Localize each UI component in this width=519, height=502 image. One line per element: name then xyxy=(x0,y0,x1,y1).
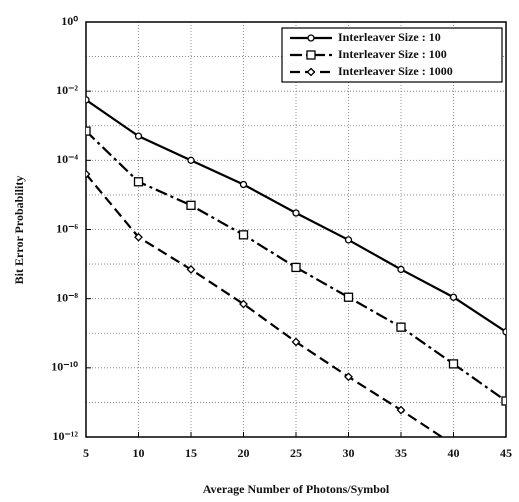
legend-label: Interleaver Size : 100 xyxy=(338,47,447,61)
y-tick-label: 10⁻⁸ xyxy=(56,290,78,304)
x-tick-label: 5 xyxy=(83,446,89,460)
y-axis-label: Bit Error Probability xyxy=(12,176,26,285)
marker xyxy=(343,292,354,302)
marker xyxy=(306,50,316,60)
marker xyxy=(238,230,249,240)
marker xyxy=(291,262,301,273)
marker xyxy=(501,396,506,406)
y-tick-label: 10⁻² xyxy=(56,83,78,97)
marker xyxy=(291,337,301,347)
x-axis-label: Average Number of Photons/Symbol xyxy=(203,482,390,496)
plot-area xyxy=(86,96,510,485)
x-tick-label: 20 xyxy=(238,446,250,460)
y-tick-label: 10⁰ xyxy=(61,14,78,28)
marker xyxy=(396,405,406,415)
x-tick-label: 10 xyxy=(133,446,145,460)
plot-frame xyxy=(85,21,507,438)
x-tick-label: 45 xyxy=(500,446,512,460)
x-tick-label: 35 xyxy=(395,446,407,460)
y-tick-label: 10⁻⁶ xyxy=(56,221,78,235)
marker xyxy=(134,132,143,140)
y-tick-label: 10⁻¹² xyxy=(52,429,78,443)
marker xyxy=(186,200,196,210)
marker xyxy=(344,236,353,244)
x-tick-label: 30 xyxy=(343,446,355,460)
marker xyxy=(86,126,91,136)
marker xyxy=(307,34,315,42)
marker xyxy=(503,478,510,485)
marker xyxy=(187,156,195,164)
x-tick-label: 40 xyxy=(448,446,460,460)
y-tick-label: 10⁻¹⁰ xyxy=(51,360,78,374)
marker xyxy=(186,265,196,274)
legend-label: Interleaver Size : 1000 xyxy=(338,64,453,78)
marker xyxy=(344,372,353,382)
x-tick-label: 15 xyxy=(185,446,197,460)
marker xyxy=(239,299,248,309)
marker xyxy=(86,96,90,104)
marker xyxy=(133,177,144,187)
marker xyxy=(502,328,506,336)
y-tick-label: 10⁻⁴ xyxy=(56,152,78,166)
marker xyxy=(86,169,91,179)
marker xyxy=(292,209,300,217)
marker xyxy=(449,293,458,301)
marker xyxy=(396,322,406,332)
marker xyxy=(397,265,405,274)
legend-label: Interleaver Size : 10 xyxy=(338,30,441,44)
marker xyxy=(239,180,248,189)
marker xyxy=(448,359,459,369)
series-line xyxy=(86,130,506,402)
marker xyxy=(306,67,316,77)
x-tick-label: 25 xyxy=(290,446,302,460)
marker xyxy=(134,232,143,242)
